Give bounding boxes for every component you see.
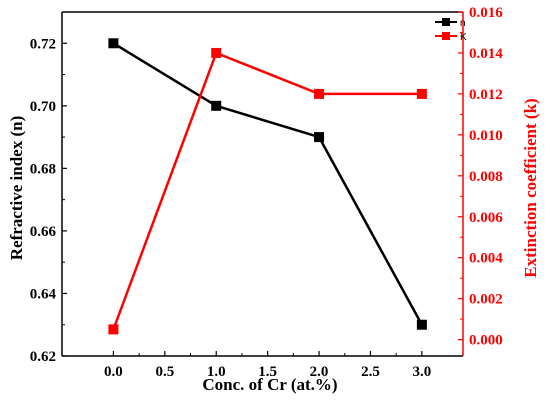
data-point-n bbox=[211, 100, 222, 111]
x-tick-label: 2.0 bbox=[310, 364, 329, 380]
y-right-tick-label: 0.016 bbox=[469, 5, 503, 21]
data-point-K bbox=[108, 324, 119, 335]
y-right-tick-label: 0.008 bbox=[469, 169, 503, 185]
y-right-tick-label: 0.012 bbox=[469, 87, 503, 103]
x-tick-label: 1.5 bbox=[258, 364, 277, 380]
x-tick-label: 0.0 bbox=[104, 364, 123, 380]
y-right-tick-label: 0.010 bbox=[469, 128, 503, 144]
y-left-tick-label: 0.66 bbox=[30, 224, 57, 240]
x-axis-title: Conc. of Cr (at.%) bbox=[202, 375, 337, 394]
y-left-tick-label: 0.64 bbox=[30, 286, 57, 302]
legend-marker-n bbox=[442, 18, 450, 26]
series-line-n bbox=[112, 42, 423, 326]
data-point-n bbox=[108, 38, 119, 49]
data-point-K bbox=[314, 88, 325, 99]
x-tick-label: 0.5 bbox=[155, 364, 174, 380]
data-point-n bbox=[416, 319, 427, 330]
x-tick-label: 3.0 bbox=[412, 364, 431, 380]
series-layer bbox=[108, 38, 427, 335]
y-right-tick-label: 0.004 bbox=[469, 251, 503, 267]
series-line-K bbox=[112, 51, 422, 330]
x-tick-label: 1.0 bbox=[207, 364, 226, 380]
y-left-tick-label: 0.62 bbox=[30, 349, 56, 365]
y-left-tick-label: 0.70 bbox=[30, 99, 56, 115]
legend-marker-K bbox=[442, 32, 450, 40]
y-left-tick-label: 0.72 bbox=[30, 36, 56, 52]
data-point-n bbox=[314, 132, 325, 143]
axes: 0.0 0.5 1.0 1.5 2.0 2.5 3.0 0.62 0.64 0.66 0.68 0.7… bbox=[30, 5, 504, 380]
y-right-tick-label: 0.000 bbox=[469, 333, 503, 349]
data-point-K bbox=[416, 88, 427, 99]
y-right-tick-label: 0.006 bbox=[469, 210, 503, 226]
legend-label-K: K bbox=[460, 32, 467, 43]
y-right-tick-label: 0.002 bbox=[469, 292, 503, 308]
legend: nK bbox=[435, 18, 467, 43]
y-axis-right-title: Extinction coefficient (k) bbox=[521, 98, 540, 277]
y-right-tick-label: 0.014 bbox=[469, 46, 503, 62]
y-axis-left-title: Refractive index (n) bbox=[7, 116, 26, 260]
data-point-K bbox=[211, 47, 222, 58]
legend-label-n: n bbox=[460, 18, 466, 29]
y-left-tick-label: 0.68 bbox=[30, 161, 56, 177]
x-tick-label: 2.5 bbox=[361, 364, 380, 380]
